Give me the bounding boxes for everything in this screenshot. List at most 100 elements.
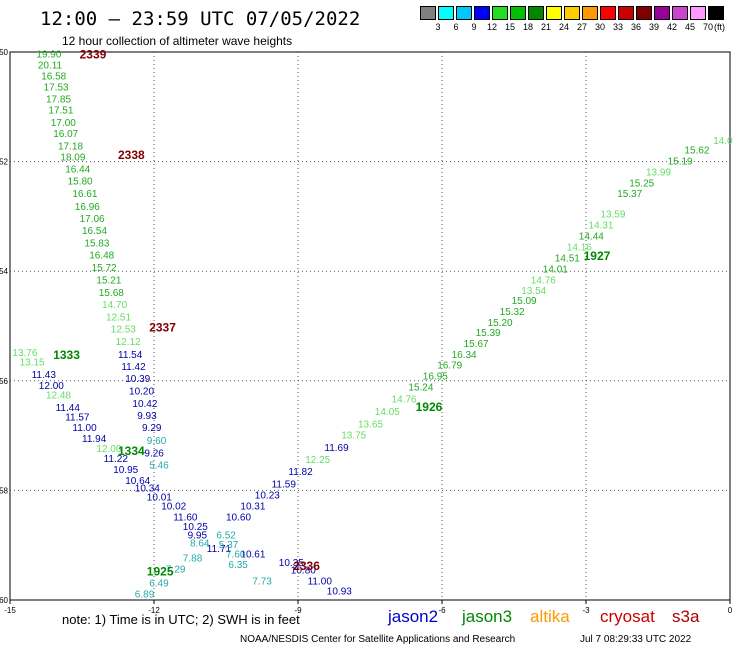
wave-height-label: 15.32 xyxy=(500,307,525,318)
y-tick-label: -50 xyxy=(0,48,9,57)
scale-label: 70 xyxy=(702,22,713,32)
wave-height-label: 15.37 xyxy=(617,189,642,200)
wave-height-label: 12.51 xyxy=(106,313,131,324)
wave-height-label: 11.82 xyxy=(288,467,313,478)
wave-height-label: 14.44 xyxy=(579,231,604,242)
wave-height-label: 13.54 xyxy=(521,286,546,297)
wave-height-label: 15.19 xyxy=(668,156,693,167)
scale-label: 9 xyxy=(471,22,477,32)
wave-height-label: 13.65 xyxy=(358,419,383,430)
scale-label: 42 xyxy=(666,22,677,32)
pass-time-label: 1926 xyxy=(416,400,443,414)
scale-label: 39 xyxy=(648,22,659,32)
wave-height-label: 11.22 xyxy=(104,454,129,465)
wave-height-label: 13.99 xyxy=(646,167,671,178)
wave-height-label: 16.61 xyxy=(72,189,97,200)
wave-height-label: 10.60 xyxy=(226,513,251,524)
wave-height-label: 13.75 xyxy=(341,430,366,441)
wave-height-label: 15.68 xyxy=(99,288,124,299)
wave-height-label: 11.71 xyxy=(207,544,232,555)
scale-swatch xyxy=(654,6,670,20)
map-frame xyxy=(9,51,731,601)
wave-height-label: 17.51 xyxy=(48,105,73,116)
satellite-legend-item: jason2 xyxy=(388,607,439,626)
wave-height-label: 12.53 xyxy=(111,325,136,336)
wave-height-label: 13.76 xyxy=(12,348,37,359)
scale-label: 33 xyxy=(612,22,623,32)
wave-height-label: 16.07 xyxy=(53,129,78,140)
wave-height-label: 5.37 xyxy=(219,540,239,551)
wave-height-label: 17.00 xyxy=(51,118,76,129)
scale-swatch xyxy=(564,6,580,20)
scale-label: 36 xyxy=(630,22,641,32)
wave-height-label: 10.20 xyxy=(129,387,154,398)
wave-height-label: 15.25 xyxy=(629,178,654,189)
wave-height-label: 10.31 xyxy=(240,502,265,513)
wave-height-label: 13.59 xyxy=(600,209,625,220)
scale-label: 24 xyxy=(558,22,569,32)
wave-height-label: 11.00 xyxy=(308,577,333,588)
credit-line: NOAA/NESDIS Center for Satellite Applica… xyxy=(240,634,516,645)
wave-height-label: 10.93 xyxy=(327,587,352,598)
scale-swatch xyxy=(492,6,508,20)
wave-height-label: 16.34 xyxy=(452,350,477,361)
scale-swatch xyxy=(672,6,688,20)
wave-height-label: 14.76 xyxy=(531,275,556,286)
satellite-legend-item: altika xyxy=(530,607,570,626)
wave-height-label: 15.09 xyxy=(512,296,537,307)
y-tick-label: -52 xyxy=(0,158,9,167)
scale-swatch xyxy=(708,6,724,20)
wave-height-label: 11.00 xyxy=(72,423,97,434)
wave-height-label: 16.58 xyxy=(41,71,66,82)
wave-height-label: 12.12 xyxy=(116,337,141,348)
wave-height-label: 7.60 xyxy=(226,549,246,560)
satellite-legend-item: cryosat xyxy=(600,607,655,626)
wave-height-label: 15.20 xyxy=(488,318,513,329)
x-tick-label: -9 xyxy=(294,606,302,615)
scale-swatch xyxy=(420,6,436,20)
scale-swatch xyxy=(510,6,526,20)
wave-height-label: 15.67 xyxy=(464,339,489,350)
pass-time-label: 2339 xyxy=(80,48,107,62)
wave-height-label: 15.21 xyxy=(96,275,121,286)
wave-height-label: 10.80 xyxy=(291,566,316,577)
pass-time-label: 1334 xyxy=(118,444,145,458)
wave-height-label: 9.93 xyxy=(137,411,157,422)
pass-time-label: 2338 xyxy=(118,148,145,162)
wave-height-label: 16.44 xyxy=(65,165,90,176)
scale-label: 21 xyxy=(540,22,551,32)
wave-height-label: 14.31 xyxy=(588,220,613,231)
scale-swatch xyxy=(546,6,562,20)
wave-height-label: 11.69 xyxy=(324,443,349,454)
wave-height-label: 10.01 xyxy=(147,492,172,503)
wave-height-label: 9.26 xyxy=(144,448,164,459)
generation-timestamp: Jul 7 08:29:33 UTC 2022 xyxy=(580,634,692,645)
scale-label: 15 xyxy=(504,22,515,32)
pass-time-label: 1333 xyxy=(53,348,80,362)
wave-height-label: 10.42 xyxy=(132,399,157,410)
scale-label: 18 xyxy=(522,22,533,32)
scale-swatch xyxy=(456,6,472,20)
wave-height-label: 7.88 xyxy=(183,554,203,565)
pass-time-label: 2336 xyxy=(293,559,320,573)
scale-swatch xyxy=(474,6,490,20)
wave-height-label: 11.60 xyxy=(173,513,198,524)
wave-height-label: 17.53 xyxy=(44,82,69,93)
y-tick-label: -54 xyxy=(0,267,9,276)
wave-height-label: 11.54 xyxy=(118,350,143,361)
wave-height-label: 6.89 xyxy=(135,589,155,600)
scale-label: 45 xyxy=(684,22,695,32)
scale-swatch xyxy=(438,6,454,20)
scale-label: 30 xyxy=(594,22,605,32)
wave-height-label: 18.09 xyxy=(60,153,85,164)
wave-height-label: 10.39 xyxy=(125,374,150,385)
wave-height-label: 14.51 xyxy=(555,253,580,264)
wave-height-label: 12.25 xyxy=(305,455,330,466)
wave-height-label: 11.43 xyxy=(32,370,57,381)
wave-height-label: 20.11 xyxy=(38,60,63,71)
wave-height-label: 11.44 xyxy=(56,403,81,414)
scale-swatch xyxy=(582,6,598,20)
scale-label: 27 xyxy=(576,22,587,32)
wave-height-label: 10.25 xyxy=(183,522,208,533)
